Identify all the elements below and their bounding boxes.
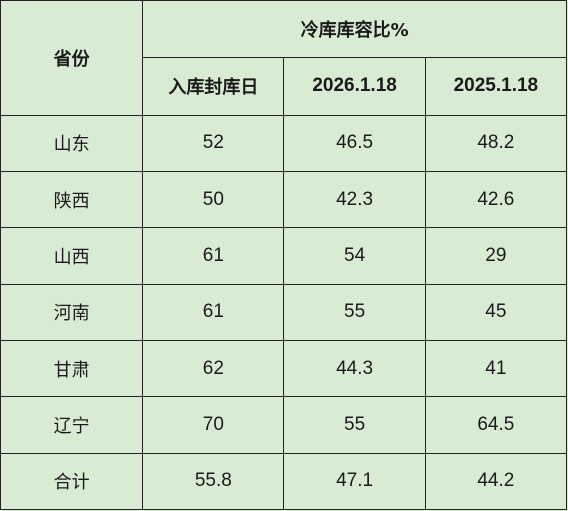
- value-2026-cell: 55: [283, 396, 426, 454]
- value-2025-cell: 44.2: [424, 452, 568, 511]
- value-2025-cell: 48.2: [424, 114, 568, 172]
- value-2025-cell: 42.6: [424, 170, 568, 229]
- province-cell: 甘肃: [0, 339, 144, 398]
- table-row: 陕西 50 42.3 42.6: [0, 170, 568, 229]
- table-row: 山东 52 46.5 48.2: [0, 114, 568, 172]
- value-2025-cell: 41: [424, 339, 568, 398]
- seal-day-cell: 62: [142, 339, 285, 398]
- province-cell: 山东: [0, 114, 144, 172]
- table-row: 山西 61 54 29: [0, 227, 568, 285]
- value-2026-cell: 46.5: [283, 114, 426, 172]
- value-2025-cell: 45: [424, 283, 568, 341]
- header-row-2: 入库封库日 2026.1.18 2025.1.18: [1, 57, 568, 116]
- header-2026: 2026.1.18: [283, 57, 426, 116]
- value-2026-cell: 42.3: [283, 170, 426, 229]
- value-2025-cell: 29: [424, 227, 568, 285]
- header-row-1: 省份 冷库库容比%: [0, 0, 567, 116]
- header-group: 冷库库容比%: [142, 0, 567, 59]
- seal-day-cell: 70: [142, 396, 285, 454]
- value-2026-cell: 55: [283, 283, 426, 341]
- seal-day-cell: 55.8: [142, 452, 285, 511]
- value-2025-cell: 64.5: [424, 396, 568, 454]
- province-cell: 河南: [0, 283, 144, 341]
- seal-day-cell: 61: [142, 283, 285, 341]
- header-seal-day: 入库封库日: [142, 57, 285, 116]
- table-row: 辽宁 70 55 64.5: [0, 396, 568, 454]
- province-cell: 陕西: [0, 170, 144, 229]
- header-province: 省份: [0, 0, 144, 116]
- province-cell: 山西: [0, 227, 144, 285]
- province-cell: 合计: [0, 452, 144, 511]
- header-2025: 2025.1.18: [424, 57, 568, 116]
- total-row: 合计 55.8 47.1 44.2: [0, 452, 568, 511]
- table-row: 河南 61 55 45: [0, 283, 568, 341]
- table-row: 甘肃 62 44.3 41: [0, 339, 568, 398]
- value-2026-cell: 54: [283, 227, 426, 285]
- seal-day-cell: 50: [142, 170, 285, 229]
- value-2026-cell: 44.3: [283, 339, 426, 398]
- province-cell: 辽宁: [0, 396, 144, 454]
- value-2026-cell: 47.1: [283, 452, 426, 511]
- seal-day-cell: 52: [142, 114, 285, 172]
- seal-day-cell: 61: [142, 227, 285, 285]
